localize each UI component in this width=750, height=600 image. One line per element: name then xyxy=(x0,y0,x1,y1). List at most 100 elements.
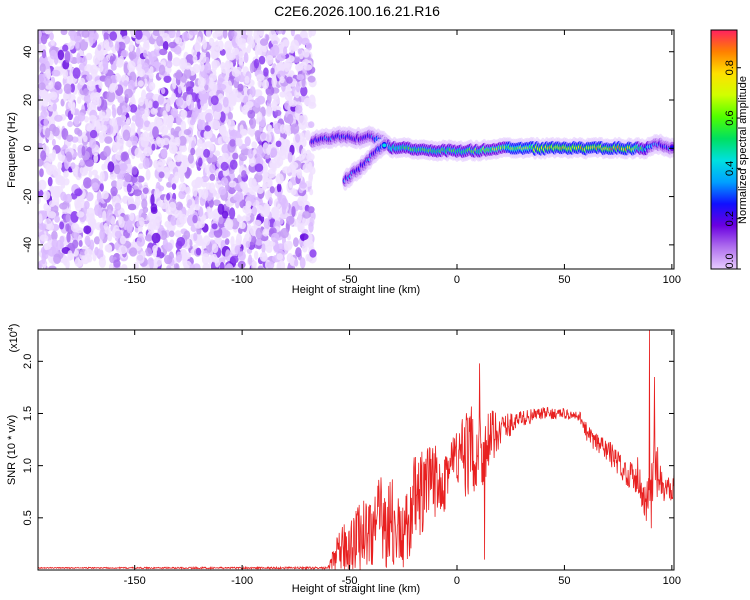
heatmap-cell xyxy=(282,166,291,174)
heatmap-cell xyxy=(48,200,56,208)
heatmap-cell xyxy=(309,249,317,258)
heatmap-cell xyxy=(51,230,58,241)
snr-y-label: SNR (10 * v/v) xyxy=(6,415,18,485)
heatmap-cell xyxy=(65,213,71,223)
heatmap-cell xyxy=(217,93,224,102)
heatmap-cell xyxy=(212,213,220,222)
colorbar-label: Normalized spectral amplitude xyxy=(737,76,749,224)
heatmap-cell xyxy=(256,74,265,82)
heatmap-cell xyxy=(275,30,284,35)
heatmap-cell xyxy=(124,172,131,183)
heatmap-cell xyxy=(225,89,234,99)
heatmap-cell xyxy=(109,173,117,180)
heatmap-cell xyxy=(124,88,133,99)
heatmap-cell xyxy=(180,109,188,119)
heatmap-cell xyxy=(205,30,212,38)
heatmap-cell xyxy=(153,257,162,267)
heatmap-cell xyxy=(203,148,211,158)
heatmap-cell xyxy=(85,122,94,132)
heatmap-cell xyxy=(47,176,53,187)
heatmap-cell xyxy=(41,252,46,265)
heatmap-cell xyxy=(290,123,300,134)
heatmap-cell xyxy=(78,240,83,247)
heatmap-cell xyxy=(290,39,300,52)
heatmap-cell xyxy=(187,199,193,206)
heatmap-cell xyxy=(66,154,73,163)
heatmap-cell xyxy=(166,156,173,166)
heatmap-cell xyxy=(263,182,268,190)
heatmap-cell xyxy=(109,118,118,127)
heatmap-cell xyxy=(224,40,233,53)
heatmap-cell xyxy=(39,168,44,178)
heatmap-cell xyxy=(217,83,227,91)
heatmap-cell xyxy=(236,214,242,222)
heatmap-cell xyxy=(77,96,82,104)
heatmap-cell xyxy=(175,240,183,250)
heatmap-cell xyxy=(175,263,180,269)
heatmap-cell xyxy=(89,137,97,149)
heatmap-cell xyxy=(38,223,47,231)
heatmap-cell xyxy=(234,92,243,103)
heatmap-cell xyxy=(262,142,269,154)
heatmap-cell xyxy=(246,35,254,46)
heatmap-cell xyxy=(253,89,263,98)
y-tick-label: 20 xyxy=(22,94,34,106)
heatmap-cell xyxy=(103,145,111,157)
heatmap-cell xyxy=(66,93,76,102)
heatmap-cell xyxy=(208,37,215,47)
colorbar-scale xyxy=(710,29,738,270)
heatmap-cell xyxy=(123,80,129,87)
heatmap-cell xyxy=(150,194,155,206)
heatmap-cell xyxy=(175,37,183,45)
heatmap-cell xyxy=(38,189,44,197)
snr-panel: -150 -100 -50 0 50 100 0.5 1.0 1.5 2.0 Height of… xyxy=(6,324,681,595)
heatmap-cell xyxy=(228,53,234,60)
heatmap-cell xyxy=(274,109,282,117)
heatmap-cell xyxy=(38,148,41,161)
heatmap-cell xyxy=(250,178,257,191)
heatmap-cell xyxy=(302,48,310,58)
heatmap-cell xyxy=(114,230,122,238)
heatmap-cell xyxy=(134,147,142,158)
heatmap-cell xyxy=(286,215,295,225)
heatmap-cell xyxy=(63,83,72,94)
colorbar-tick-label: 0.8 xyxy=(724,60,736,75)
x-tick-label: 0 xyxy=(454,274,460,286)
heatmap-cell xyxy=(157,94,164,105)
heatmap-cell xyxy=(244,75,250,84)
heatmap-cell xyxy=(183,129,192,136)
heatmap-cell xyxy=(210,95,219,106)
heatmap-cell xyxy=(221,65,229,74)
heatmap-cell xyxy=(208,199,214,208)
heatmap-cell xyxy=(106,209,113,221)
heatmap-cell xyxy=(175,97,184,107)
heatmap-cell xyxy=(301,37,310,46)
heatmap-cell xyxy=(265,85,275,97)
heatmap-cell xyxy=(112,107,117,119)
heatmap-cell xyxy=(163,75,172,84)
heatmap-cell xyxy=(82,88,89,96)
heatmap-cell xyxy=(136,254,145,264)
heatmap-cell xyxy=(151,143,156,151)
heatmap-cell xyxy=(163,167,171,179)
heatmap-cell xyxy=(217,40,224,51)
heatmap-cell xyxy=(67,101,76,109)
heatmap-cell xyxy=(294,258,299,267)
heatmap-cell xyxy=(86,80,96,92)
heatmap-cell xyxy=(277,243,285,252)
heatmap-cell xyxy=(272,33,278,41)
heatmap-cell xyxy=(225,263,234,269)
heatmap-cell xyxy=(143,107,150,118)
heatmap-cell xyxy=(263,172,269,183)
y-tick-label: 40 xyxy=(22,46,34,58)
heatmap-cell xyxy=(212,46,221,58)
heatmap-cell xyxy=(281,145,288,154)
heatmap-cell xyxy=(227,30,235,40)
heatmap-cell xyxy=(100,111,106,119)
heatmap-cell xyxy=(254,130,262,138)
heatmap-cell xyxy=(259,251,268,262)
heatmap-cell xyxy=(299,30,308,39)
heatmap-cell xyxy=(247,44,251,54)
heatmap-cell xyxy=(295,81,301,93)
heatmap-cell xyxy=(254,34,261,44)
